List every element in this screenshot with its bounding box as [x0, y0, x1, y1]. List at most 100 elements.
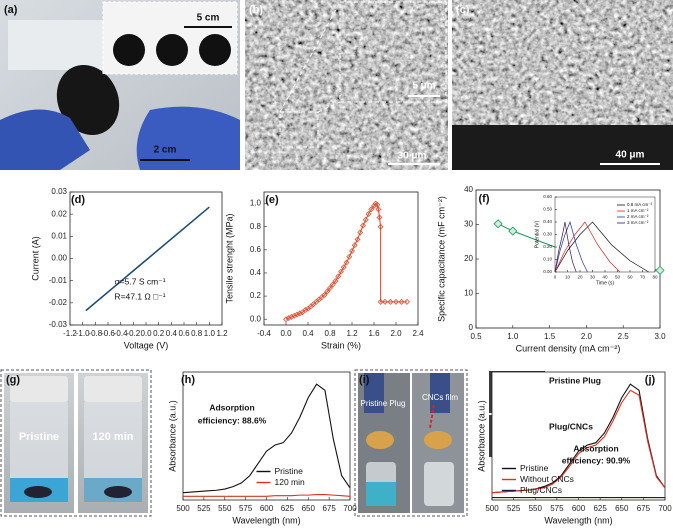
plot-frame: [182, 371, 351, 501]
x-tick-label: 2.5: [618, 332, 630, 341]
x-tick-label: 30: [590, 275, 596, 280]
data-marker: [393, 298, 399, 305]
y-axis-label: Potential (V): [534, 220, 540, 248]
y-tick-label: 0.8: [250, 222, 262, 231]
data-marker: [338, 268, 344, 275]
y-axis-label: Current (A): [30, 236, 40, 281]
x-tick-label: 1.5: [544, 332, 556, 341]
x-tick-label: 0: [554, 275, 557, 280]
x-tick-label: 0.8: [191, 329, 203, 338]
x-tick-label: 2.0: [581, 332, 593, 341]
x-tick-label: 1.2: [346, 329, 358, 338]
x-tick-label: 0.0: [140, 329, 152, 338]
y-tick-label: -0.02: [49, 298, 68, 307]
y-tick-label: 0.2: [250, 291, 262, 300]
x-tick-label: 600: [260, 504, 274, 513]
y-tick-label: 0.0: [250, 314, 262, 323]
x-tick-label: 675: [322, 504, 336, 513]
annotation: efficiency: 88.6%: [198, 415, 267, 425]
y-tick-label: 10: [464, 289, 473, 298]
data-marker: [377, 223, 384, 230]
x-tick-label: -0.4: [257, 329, 271, 338]
x-tick-label: 1.2: [216, 329, 228, 338]
data-line: [285, 202, 407, 320]
scale-label: 5 μm: [412, 81, 435, 92]
x-tick-label: 0.5: [470, 332, 482, 341]
panel-label: (j): [645, 374, 656, 386]
legend-label: 120 min: [275, 477, 306, 487]
x-tick-label: 0.0: [280, 329, 292, 338]
x-tick-label: -0.4: [114, 329, 128, 338]
photo-i: [354, 369, 468, 517]
x-tick-label: -1.2: [63, 329, 77, 338]
x-tick-label: 2.4: [412, 329, 424, 338]
x-tick-label: 80: [652, 275, 658, 280]
annotation: Adsorption: [573, 443, 618, 453]
y-tick-label: 0.50: [543, 207, 552, 212]
y-tick-label: 0.10: [543, 257, 552, 262]
data-marker: [493, 219, 503, 229]
photo-c: [452, 0, 673, 170]
data-marker: [288, 313, 295, 320]
x-tick-label: 1.0: [204, 329, 216, 338]
x-tick-label: 40: [602, 275, 608, 280]
data-marker: [291, 312, 298, 319]
x-tick-label: 0.4: [166, 329, 178, 338]
x-tick-label: 525: [507, 504, 521, 513]
legend-label: 1 mA cm⁻²: [627, 208, 649, 213]
annotation: R=47.1 Ω □⁻¹: [114, 291, 165, 301]
data-line: [491, 389, 666, 494]
legend-label: 3 mA cm⁻²: [627, 220, 649, 225]
x-tick-label: 550: [529, 504, 543, 513]
y-tick-label: 1.0: [250, 199, 262, 208]
data-marker: [362, 216, 369, 223]
x-tick-label: 2.0: [390, 329, 402, 338]
x-tick-label: 625: [281, 504, 295, 513]
data-marker: [375, 206, 382, 213]
data-line: [85, 206, 210, 312]
panel-label: (f): [479, 193, 490, 205]
data-marker: [357, 229, 364, 236]
data-marker: [655, 265, 665, 275]
panel-label: (a): [4, 4, 18, 16]
data-marker: [376, 214, 383, 221]
legend-label: Pristine: [275, 466, 304, 476]
panel-label: (h): [181, 374, 195, 386]
legend-label: Plug/CNCs: [520, 485, 562, 495]
y-tick-label: 0.20: [543, 244, 552, 249]
data-line: [182, 383, 351, 494]
panel-label: (e): [265, 194, 279, 206]
x-axis-label: Wavelength (nm): [544, 515, 612, 525]
y-axis-label: Absorbance (a.u.): [167, 400, 177, 472]
data-line: [183, 493, 351, 497]
panel-label: (i): [359, 374, 370, 386]
y-tick-label: 0: [469, 323, 474, 332]
data-marker: [508, 226, 518, 236]
x-tick-label: 600: [572, 504, 586, 513]
legend-label: 2 mA cm⁻²: [627, 214, 649, 219]
data-line: [554, 221, 577, 273]
x-tick-label: 1.0: [507, 332, 519, 341]
x-tick-label: 550: [218, 504, 232, 513]
y-axis-label: Absorbance (a.u.): [476, 400, 486, 472]
panel-label: (g): [6, 374, 20, 386]
annotation: Plug/CNCs: [549, 421, 593, 431]
data-marker: [346, 253, 353, 260]
data-marker: [340, 264, 347, 271]
y-tick-label: 30: [464, 220, 473, 229]
y-tick-label: 0.03: [51, 187, 67, 196]
y-tick-label: -0.03: [49, 320, 68, 329]
x-tick-label: 3.0: [654, 332, 666, 341]
photo-label: Pristine Plug: [361, 399, 406, 408]
scale-label: 30 μm: [398, 151, 427, 162]
data-marker: [387, 298, 394, 305]
data-marker: [283, 316, 289, 323]
data-line: [554, 221, 649, 273]
x-tick-label: 0.8: [324, 329, 336, 338]
x-axis-label: Strain (%): [321, 340, 361, 350]
annotation: Adsorption: [209, 402, 254, 412]
x-tick-label: 675: [637, 504, 651, 513]
data-marker: [398, 298, 405, 305]
data-marker: [321, 291, 328, 298]
x-tick-label: 0.6: [178, 329, 190, 338]
